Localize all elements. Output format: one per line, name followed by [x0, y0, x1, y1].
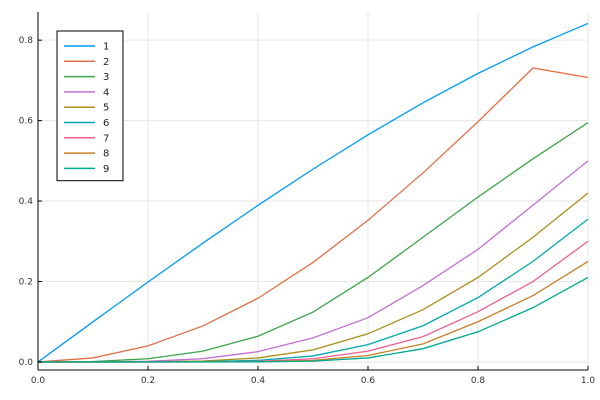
legend-label-1: 1 [103, 42, 109, 53]
legend-label-2: 2 [103, 57, 109, 68]
x-tick-label: 0.2 [141, 376, 155, 386]
legend-label-3: 3 [103, 72, 109, 83]
legend-label-8: 8 [103, 149, 109, 160]
legend-label-4: 4 [103, 87, 109, 98]
legend-label-7: 7 [103, 133, 109, 144]
x-tick-label: 0.0 [31, 376, 46, 386]
series-line-9 [38, 276, 589, 363]
y-tick-label: 0.4 [19, 197, 34, 207]
y-tick-label: 0.0 [19, 358, 34, 368]
x-tick-label: 1.0 [581, 376, 596, 386]
legend-label-5: 5 [103, 103, 109, 114]
y-tick-label: 0.6 [19, 117, 34, 127]
y-tick-label: 0.8 [19, 36, 34, 46]
legend-label-6: 6 [103, 118, 109, 129]
legend: 1 2 3 4 5 6 7 8 9 [56, 30, 124, 182]
tick-labels: 0.0 0.2 0.4 0.6 0.8 1.0 0.0 0.2 0.4 0.6 0.8 [19, 36, 596, 386]
x-tick-label: 0.4 [251, 376, 266, 386]
series-line-1 [37, 22, 589, 363]
series-line-3 [37, 122, 589, 363]
x-tick-label: 0.8 [471, 376, 486, 386]
legend-box [56, 30, 124, 182]
series-line-2 [37, 67, 589, 363]
series-group [37, 22, 589, 363]
grid-lines [37, 12, 589, 370]
y-tick-label: 0.2 [19, 278, 33, 288]
axes [37, 12, 589, 371]
x-tick-label: 0.6 [361, 376, 376, 386]
legend-label-9: 9 [103, 164, 109, 175]
